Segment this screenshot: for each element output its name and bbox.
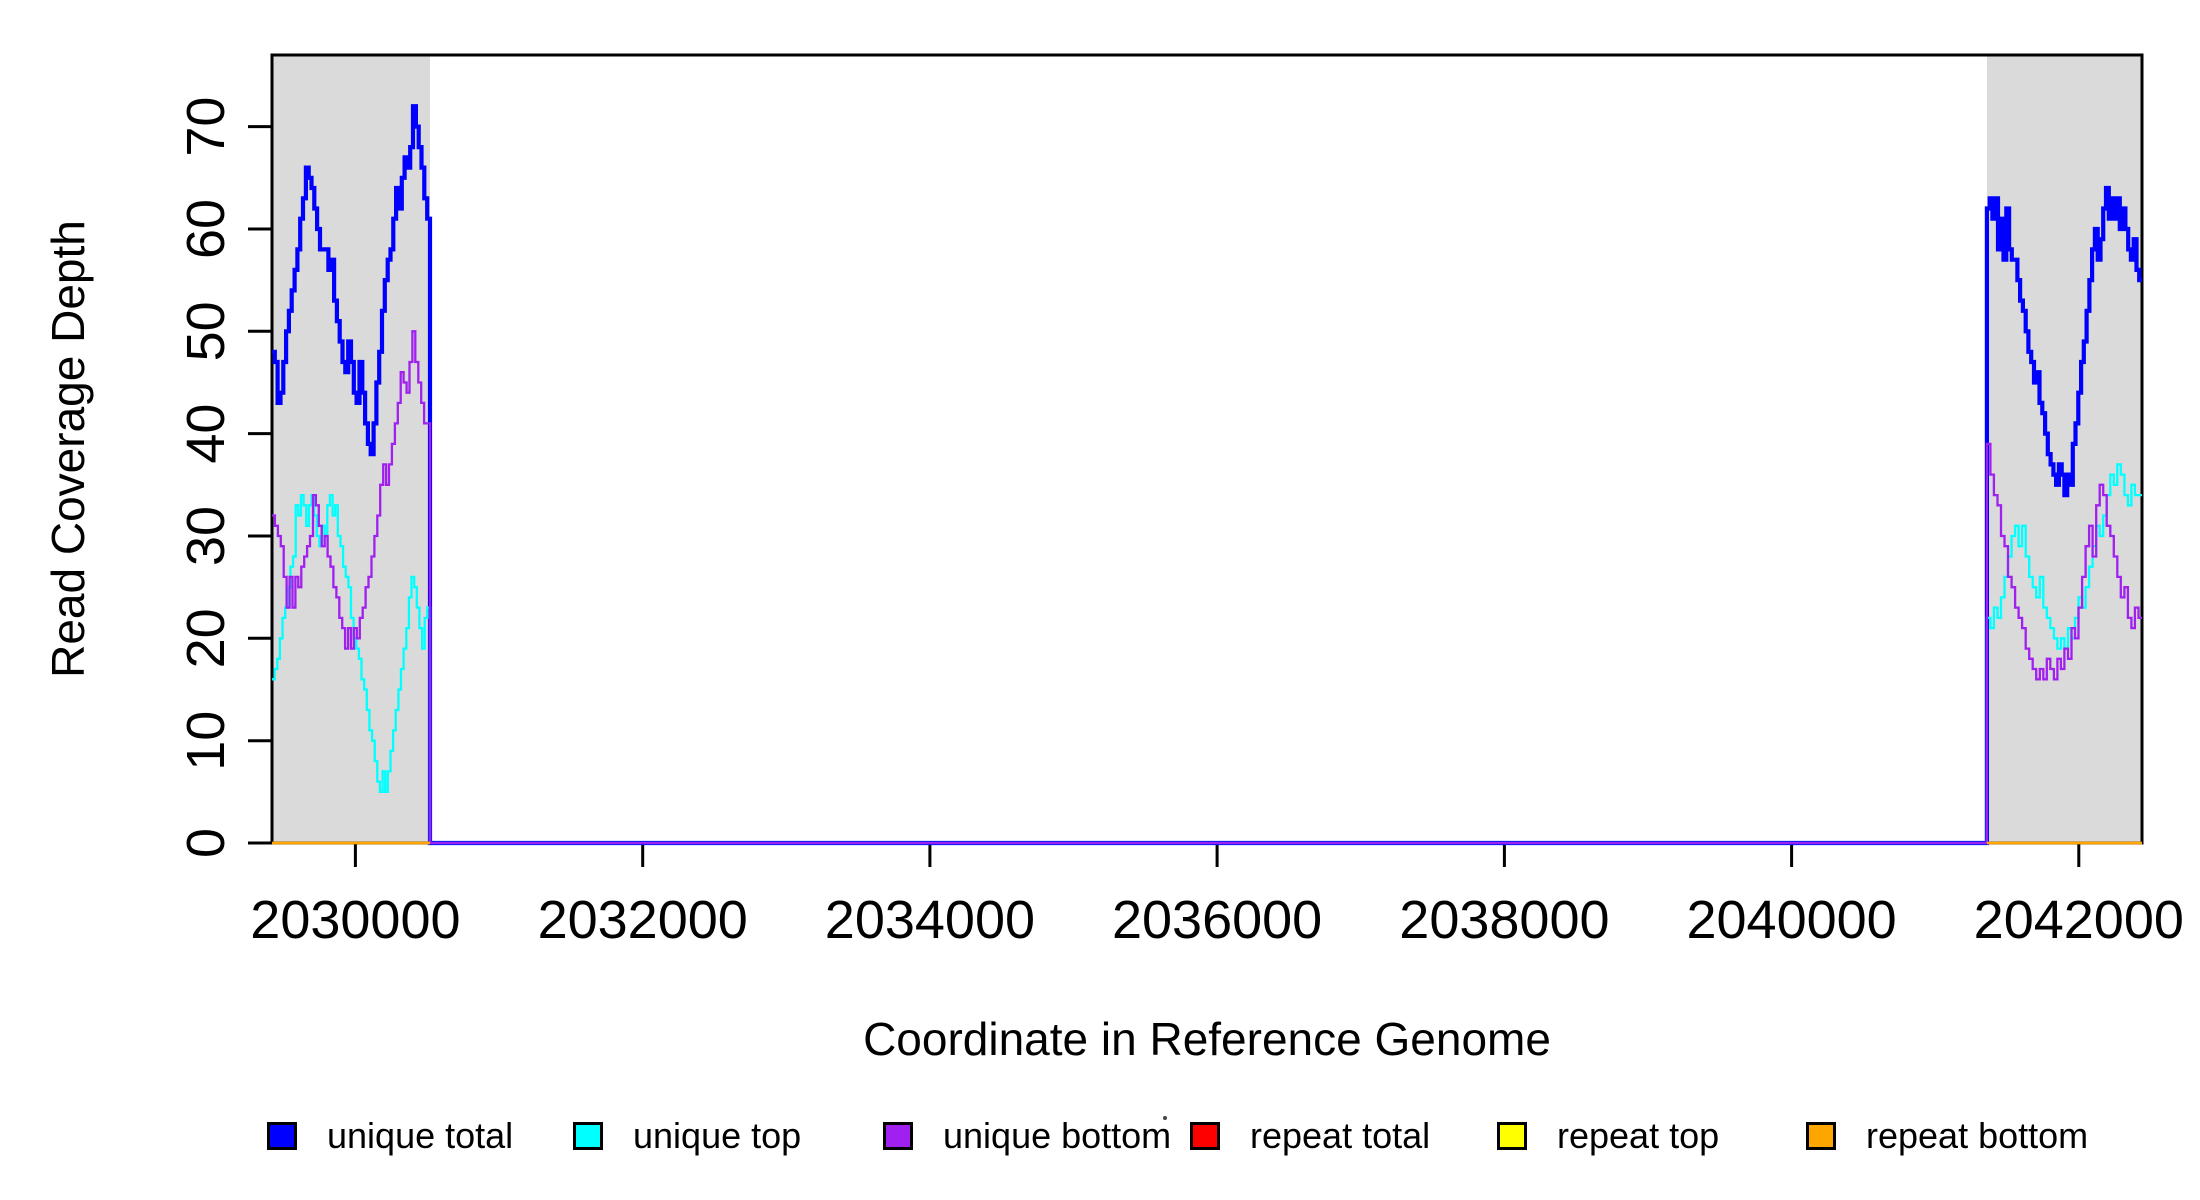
- x-tick-label: 2032000: [538, 890, 748, 950]
- shaded-region-1: [1986, 55, 2142, 843]
- series-unique-total: [272, 104, 2142, 846]
- series-unique-top: [272, 463, 2142, 845]
- y-tick-label: 10: [176, 711, 236, 771]
- legend-item-repeat-top: repeat top: [1497, 1115, 1719, 1156]
- y-tick-label: 30: [176, 506, 236, 566]
- legend-swatch-repeat-total: [1190, 1122, 1220, 1150]
- x-tick-label: 2030000: [250, 890, 460, 950]
- legend-label: repeat total: [1250, 1115, 1431, 1156]
- y-tick-label: 40: [176, 404, 236, 464]
- legend-label: unique total: [327, 1115, 514, 1156]
- x-tick-label: 2036000: [1112, 890, 1322, 950]
- plot-box: [270, 53, 2144, 845]
- y-tick-label: 0: [176, 828, 236, 858]
- x-tick-label: 2034000: [825, 890, 1035, 950]
- legend-swatch-unique-total: [267, 1122, 297, 1150]
- x-tick-label: 2042000: [1974, 890, 2184, 950]
- y-tick-label: 60: [176, 199, 236, 259]
- legend-item-repeat-bottom: repeat bottom: [1806, 1115, 2088, 1156]
- legend-label: repeat top: [1557, 1115, 1720, 1156]
- legend-label: repeat bottom: [1866, 1115, 2089, 1156]
- legend-label: unique bottom: [943, 1115, 1172, 1156]
- legend-swatch-unique-top: [573, 1122, 603, 1150]
- legend-swatch-unique-bottom: [883, 1122, 913, 1150]
- legend-item-repeat-total: repeat total: [1190, 1115, 1430, 1156]
- y-tick-label: 20: [176, 608, 236, 668]
- x-tick-label: 2040000: [1686, 890, 1896, 950]
- legend-item-unique-top: unique top: [573, 1115, 801, 1156]
- legend-item-unique-bottom: unique bottom: [883, 1115, 1171, 1156]
- y-axis-title: Read Coverage Depth: [42, 220, 94, 678]
- stray-dot: [1163, 1116, 1167, 1120]
- y-tick-label: 50: [176, 301, 236, 361]
- x-axis-title: Coordinate in Reference Genome: [863, 1013, 1551, 1065]
- x-tick-label: 2038000: [1399, 890, 1609, 950]
- series-unique-bottom: [272, 330, 2142, 845]
- legend-label: unique top: [633, 1115, 802, 1156]
- legend-swatch-repeat-top: [1497, 1122, 1527, 1150]
- legend-swatch-repeat-bottom: [1806, 1122, 1836, 1150]
- y-tick-label: 70: [176, 97, 236, 157]
- legend-item-unique-total: unique total: [267, 1115, 513, 1156]
